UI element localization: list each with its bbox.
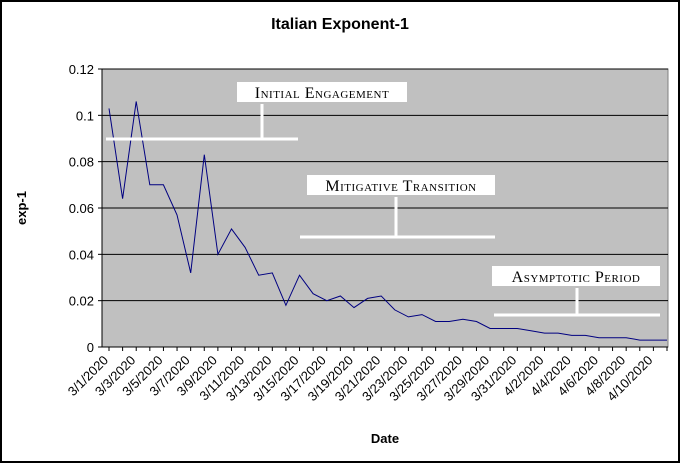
y-tick-label: 0.08: [69, 155, 94, 170]
y-tick-label: 0.04: [69, 247, 94, 262]
chart-title: Italian Exponent-1: [271, 16, 409, 33]
annotation-box: [307, 175, 495, 195]
annotation-box: [237, 82, 407, 102]
gridlines: [102, 68, 668, 302]
y-tick-label: 0: [87, 340, 94, 355]
annotation-label: Asymptotic Period: [512, 269, 641, 286]
x-axis-ticks: 3/1/20203/3/20203/5/20203/7/20203/9/2020…: [65, 347, 668, 404]
annotation-label: Mitigative Transition: [325, 178, 476, 195]
annotation: Asymptotic Period: [492, 266, 660, 317]
y-tick-label: 0.02: [69, 294, 94, 309]
x-axis-label: Date: [371, 431, 399, 446]
annotations: Initial Engagement Mitigative Transition A…: [106, 82, 660, 317]
y-axis-ticks: 0 0.02 0.04 0.06 0.08 0.1 0.12: [69, 62, 668, 355]
annotation-box: [492, 266, 660, 286]
series-line: [108, 101, 667, 341]
annotation: Mitigative Transition: [300, 175, 495, 239]
annotation: Initial Engagement: [106, 82, 407, 141]
y-tick-label: 0.06: [69, 201, 94, 216]
y-tick-label: 0.12: [69, 62, 94, 77]
y-axis-label: exp-1: [14, 191, 29, 225]
annotation-label: Initial Engagement: [255, 85, 389, 102]
y-tick-label: 0.1: [76, 108, 94, 123]
